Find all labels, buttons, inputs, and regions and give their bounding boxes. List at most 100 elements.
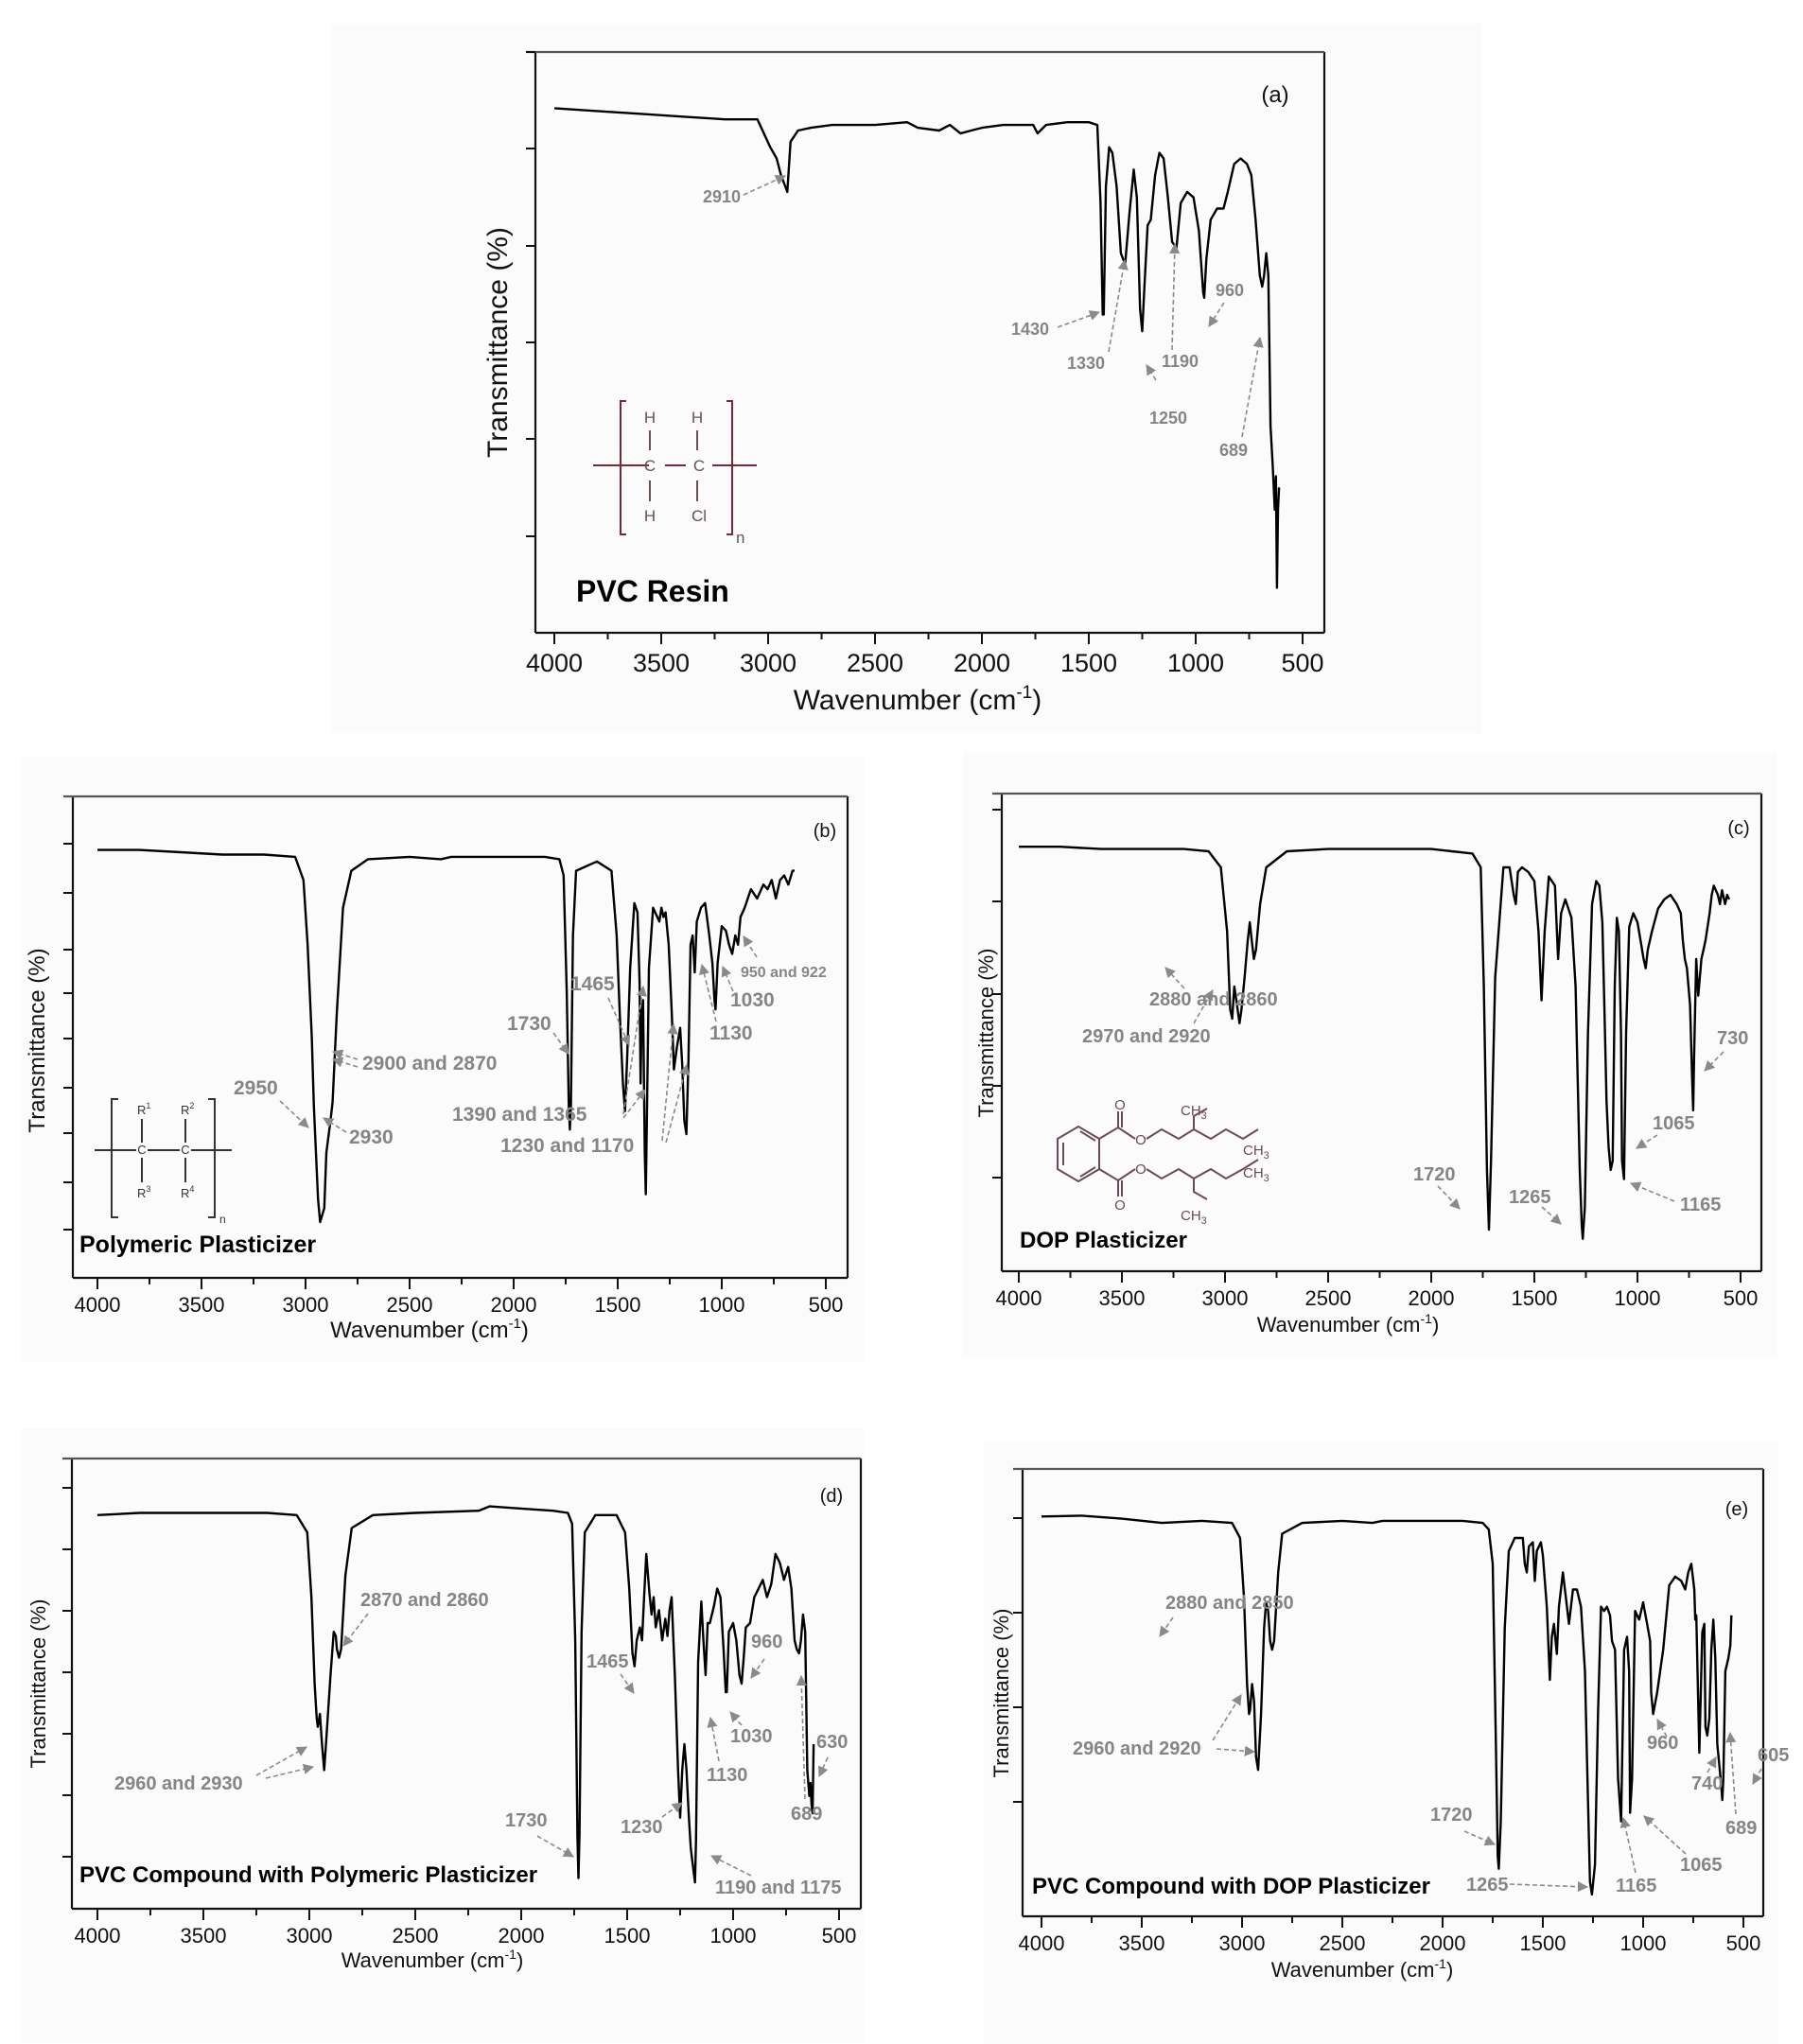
peak-label: 2880 and 2860: [1149, 989, 1278, 1010]
atom-o: O: [1114, 1097, 1126, 1113]
group-r3: R3: [137, 1184, 150, 1200]
peak-label: 605: [1758, 1745, 1789, 1766]
x-tick-label: 1500: [1060, 649, 1117, 677]
y-axis-title-e: Transmittance (%): [989, 1609, 1013, 1778]
axes-a: 4000 3500 3000 2500 2000 1500 1000 500: [526, 50, 1326, 677]
x-tick-label: 2000: [499, 1924, 545, 1948]
panel-e-background: [984, 1442, 1778, 2044]
x-tick-label: 2500: [387, 1293, 433, 1317]
peak-label: 689: [1725, 1818, 1757, 1839]
peak-label: 2930: [349, 1127, 394, 1148]
panel-letter-d: (d): [820, 1486, 843, 1507]
x-tick-label: 4000: [75, 1293, 121, 1317]
peak-label: 1730: [505, 1810, 548, 1831]
atom-h: H: [644, 409, 656, 427]
peak-label: 1130: [707, 1765, 747, 1786]
group-r2: R2: [181, 1101, 194, 1117]
peak-label: 2910: [703, 187, 741, 206]
x-tick-label: 1000: [699, 1293, 745, 1317]
peak-label: 950 and 922: [741, 965, 827, 981]
panel-letter-a: (a): [1261, 82, 1288, 108]
x-tick-label: 2500: [1305, 1286, 1352, 1310]
group-ch3: CH3: [1243, 1165, 1269, 1184]
x-tick-label: 1000: [1167, 649, 1224, 677]
x-tick-label: 1500: [1512, 1286, 1558, 1310]
peak-label: 1430: [1011, 320, 1049, 339]
panel-letter-c: (c): [1727, 818, 1749, 839]
peak-label: 960: [751, 1632, 782, 1652]
spectrum-pvc-dop: [1041, 1514, 1733, 1896]
peak-label: 960: [1216, 281, 1244, 300]
polymeric-molecule-diagram: C C R1 R2 R3 R4 n: [95, 1098, 232, 1226]
y-axis-title-a: Transmittance (%): [482, 227, 514, 458]
peak-label: 960: [1647, 1733, 1678, 1754]
peak-label: 1065: [1653, 1113, 1695, 1134]
atom-c: C: [693, 457, 705, 475]
peak-label: 740: [1691, 1773, 1723, 1794]
annotations-c: 2970 and 2920 2880 and 2860 1720 1265 11…: [1082, 967, 1748, 1225]
sample-title-a: PVC Resin: [576, 574, 729, 608]
y-axis-title-b: Transmittance (%): [25, 948, 50, 1132]
peak-label: 1190 and 1175: [715, 1878, 841, 1898]
panel-letter-b: (b): [814, 821, 836, 842]
x-tick-label: 4000: [1019, 1931, 1065, 1955]
x-tick-label: 1500: [595, 1293, 641, 1317]
x-tick-label: 500: [1724, 1286, 1759, 1310]
spectrum-pvc-polymeric: [96, 1505, 815, 1884]
axes-e: 4000 3500 3000 2500 2000 1500 1000 500: [1013, 1467, 1765, 1955]
x-tick-label: 2000: [1420, 1931, 1466, 1955]
peak-label: 2880 and 2850: [1165, 1593, 1294, 1614]
peak-label: 1265: [1466, 1875, 1509, 1896]
sample-title-b: Polymeric Plasticizer: [79, 1232, 316, 1258]
x-tick-label: 3000: [283, 1293, 329, 1317]
peak-label: 2870 and 2860: [360, 1590, 489, 1611]
group-ch3: CH3: [1181, 1103, 1207, 1122]
atom-o: O: [1135, 1132, 1147, 1148]
panel-letter-e: (e): [1725, 1499, 1748, 1520]
x-tick-label: 4000: [996, 1286, 1042, 1310]
x-tick-label: 3500: [181, 1924, 227, 1948]
peak-label: 730: [1717, 1028, 1748, 1049]
axes-b: 4000 3500 3000 2500 2000 1500 1000 500: [63, 795, 849, 1317]
repeat-n: n: [736, 529, 744, 547]
x-tick-label: 1000: [1615, 1286, 1661, 1310]
x-tick-label: 4000: [75, 1924, 121, 1948]
peak-label: 1230 and 1170: [500, 1135, 634, 1157]
x-tick-label: 1000: [1620, 1931, 1667, 1955]
peak-label: 689: [1219, 441, 1248, 460]
peak-label: 689: [791, 1804, 822, 1825]
panel-d-background: [21, 1428, 865, 2043]
x-tick-label: 3000: [1219, 1931, 1266, 1955]
x-tick-label: 1500: [604, 1924, 651, 1948]
spectrum-dop-plasticizer: [1019, 846, 1731, 1240]
x-tick-label: 3500: [1099, 1286, 1146, 1310]
dop-molecule-diagram: O O O O CH3 CH3 CH3 CH3: [1057, 1097, 1269, 1227]
x-tick-label: 1500: [1520, 1931, 1567, 1955]
x-tick-label: 2000: [954, 649, 1010, 677]
peak-label: 1030: [730, 1726, 773, 1747]
x-tick-label: 2000: [1409, 1286, 1455, 1310]
x-tick-label: 3000: [740, 649, 796, 677]
atom-h: H: [644, 507, 656, 525]
peak-label: 2970 and 2920: [1082, 1026, 1211, 1047]
group-ch3: CH3: [1181, 1208, 1207, 1227]
x-axis-title-c: Wavenumber (cm-1): [1257, 1311, 1440, 1336]
peak-label: 1330: [1067, 354, 1105, 373]
x-tick-label: 500: [822, 1924, 857, 1948]
peak-label: 1720: [1413, 1164, 1456, 1185]
spectrum-pvc-resin: [553, 107, 1281, 589]
group-r1: R1: [137, 1101, 150, 1117]
axes-d: 4000 3500 3000 2500 2000 1500 1000 500: [62, 1457, 863, 1948]
annotations-e: 2960 and 2920 2880 and 2850 1720 1265 11…: [1073, 1593, 1789, 1896]
x-tick-label: 500: [1281, 649, 1323, 677]
atom-h: H: [691, 409, 703, 427]
peak-label: 1720: [1430, 1805, 1473, 1826]
peak-label: 1165: [1680, 1195, 1721, 1215]
x-tick-label: 3500: [633, 649, 690, 677]
sample-title-c: DOP Plasticizer: [1020, 1228, 1187, 1253]
peak-label: 1230: [621, 1817, 663, 1838]
